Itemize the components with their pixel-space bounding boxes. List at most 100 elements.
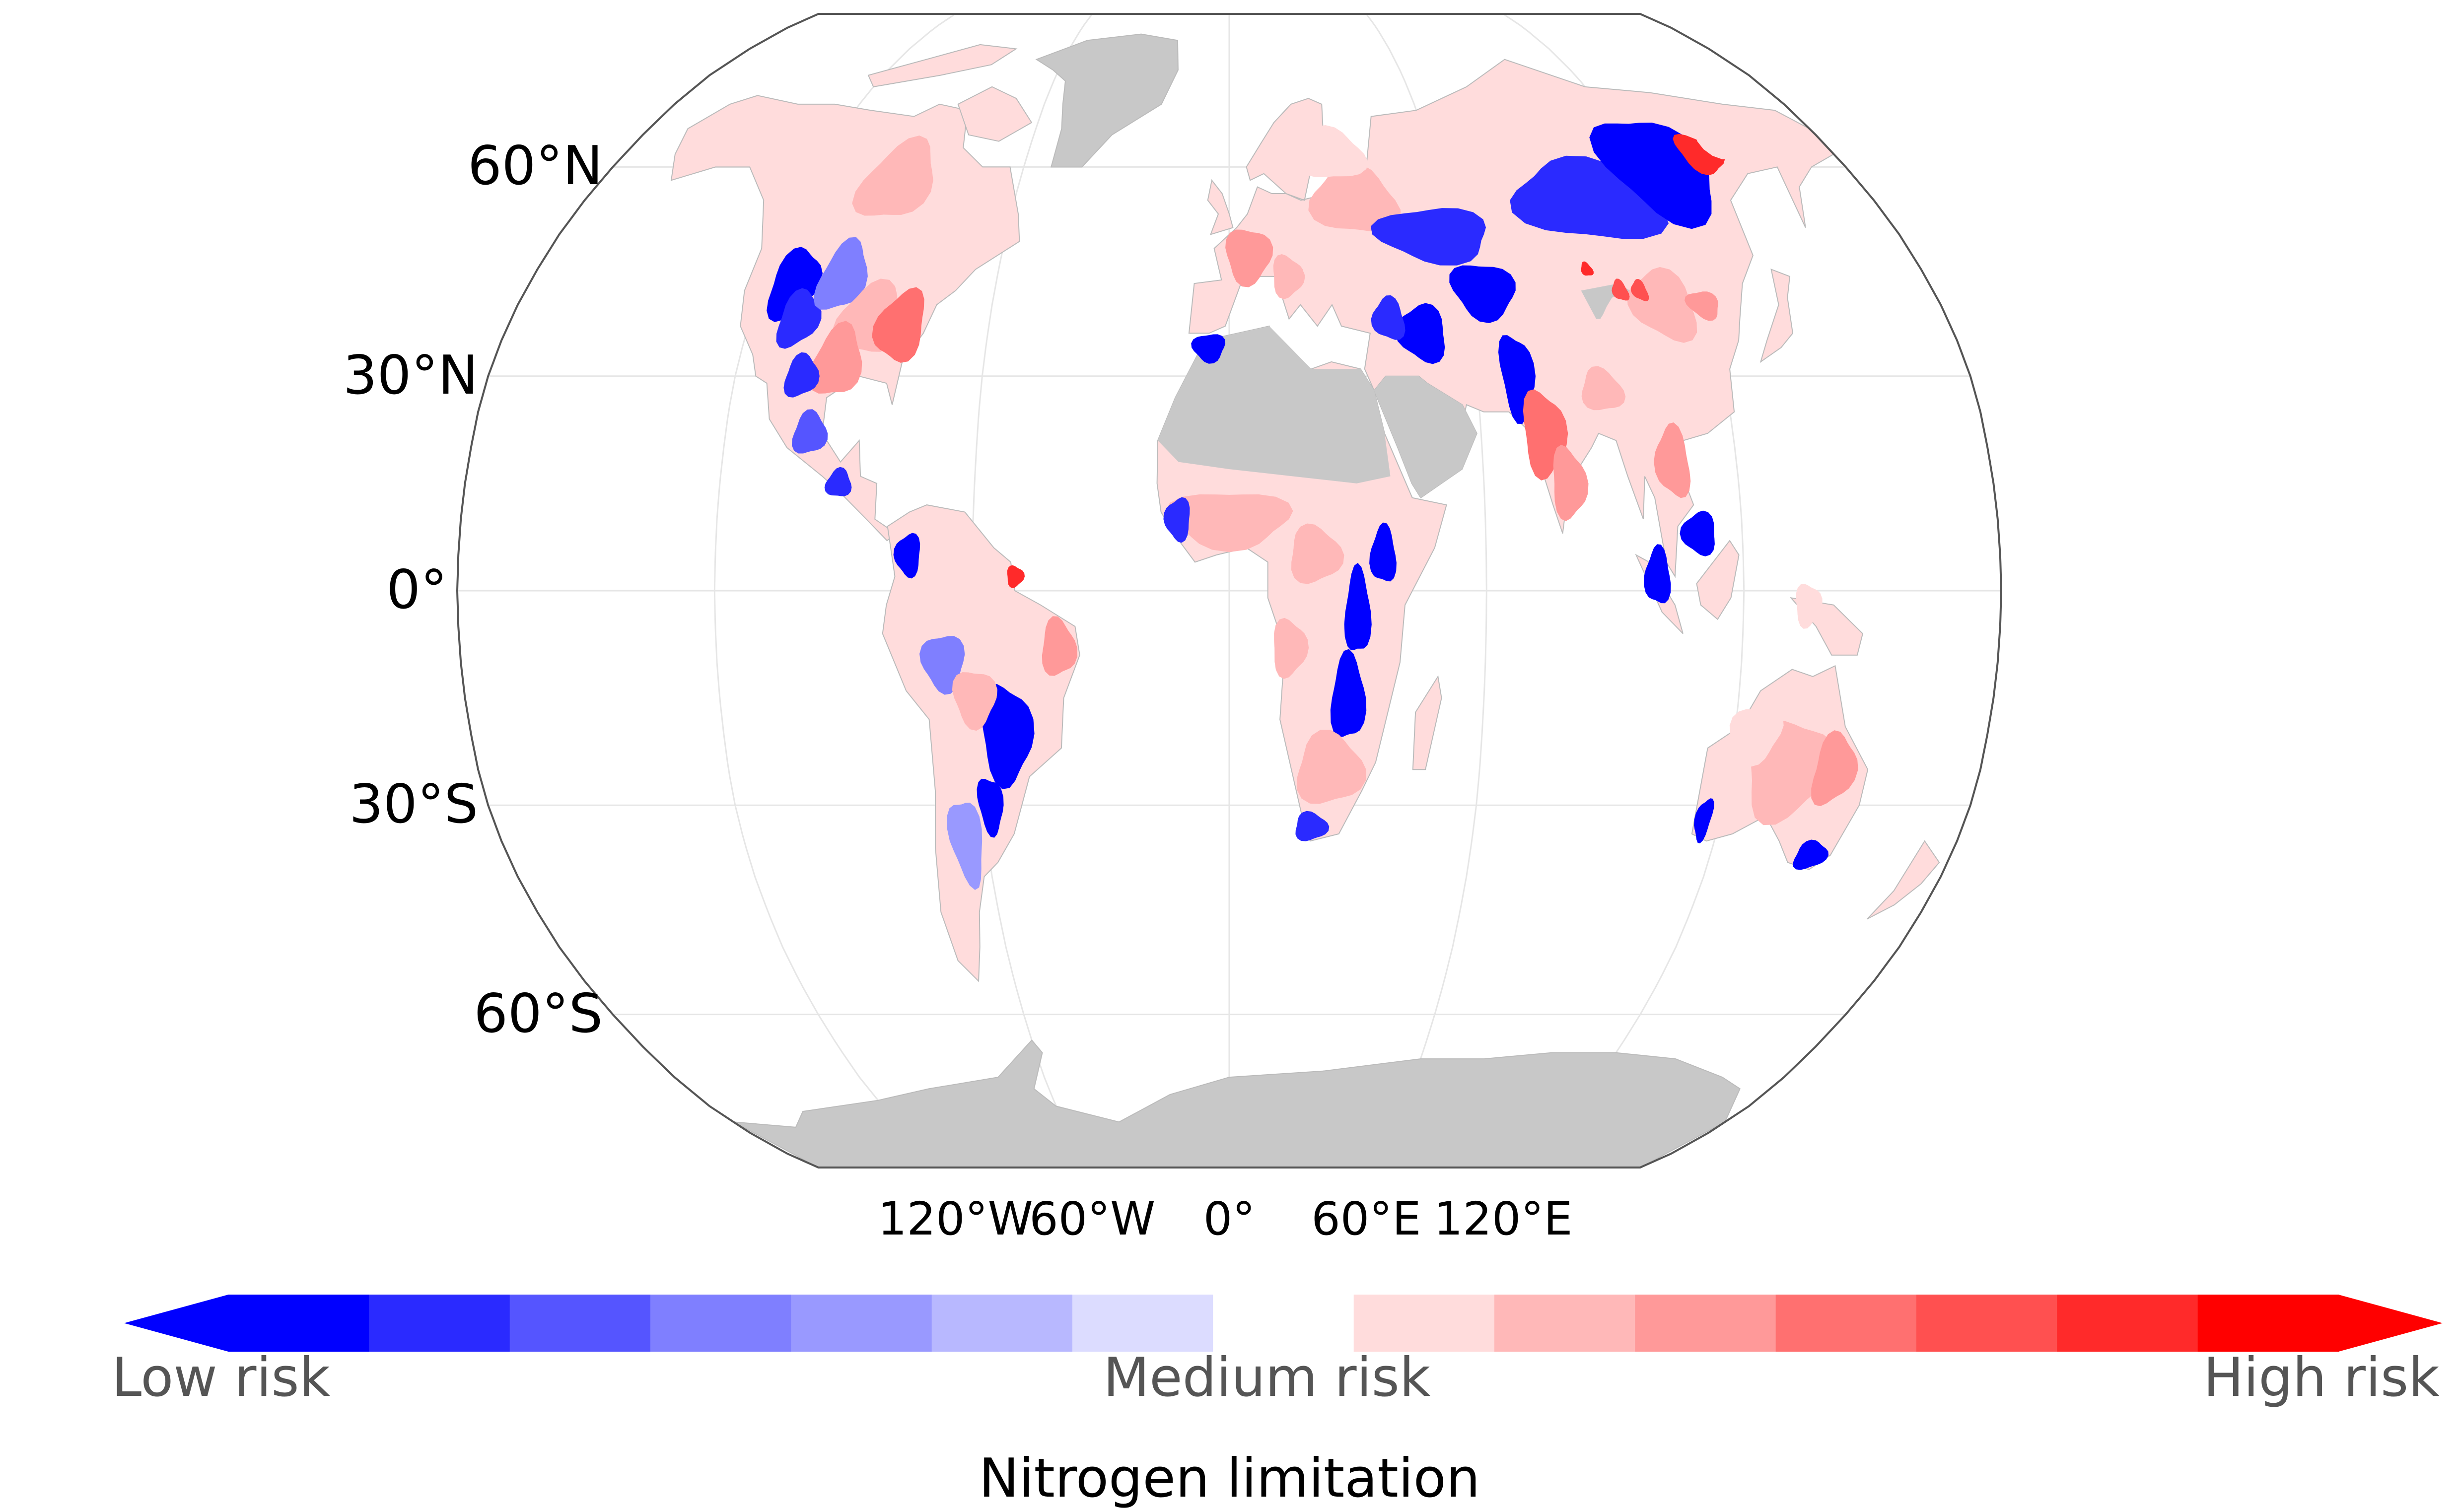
lon-60e-label: 60°E	[1311, 1192, 1421, 1245]
land-arctic-islands	[867, 44, 1018, 88]
land-greenland	[1035, 33, 1179, 168]
risk-region	[1729, 708, 1784, 767]
risk-region	[1007, 565, 1025, 588]
risk-region	[981, 684, 1035, 789]
lon-120w-label: 120°W	[877, 1192, 1033, 1245]
land-baffin	[957, 86, 1033, 142]
risk-region	[824, 467, 852, 496]
risk-region	[1163, 497, 1190, 543]
risk-region	[952, 672, 997, 731]
risk-region	[1165, 494, 1293, 552]
risk-region	[1680, 510, 1715, 556]
colorbar-medium-label: Medium risk	[1103, 1347, 1431, 1409]
lon-120e-label: 120°E	[1433, 1192, 1573, 1245]
lat-0-label: 0°	[386, 559, 447, 621]
risk-region	[1590, 292, 1679, 381]
risk-region	[783, 352, 820, 398]
colorbar-swatch	[1353, 1295, 1495, 1352]
risk-region	[1369, 522, 1397, 582]
land-south-america	[882, 504, 1080, 982]
risk-region	[767, 247, 823, 322]
colorbar-swatch	[1635, 1295, 1776, 1352]
lon-60w-label: 60°W	[1029, 1192, 1156, 1245]
risk-region	[977, 778, 1004, 838]
risk-region	[1793, 839, 1829, 870]
risk-region	[766, 131, 882, 212]
colorbar-swatch	[1775, 1295, 1917, 1352]
risk-region	[893, 533, 920, 579]
lat-30s-label: 30°S	[349, 773, 479, 836]
colorbar-swatch	[1213, 1295, 1354, 1352]
risk-region	[1644, 544, 1671, 604]
risk-region	[1291, 523, 1344, 584]
risk-region	[1811, 730, 1858, 807]
risk-region	[1330, 649, 1367, 737]
colorbar-swatch	[931, 1295, 1073, 1352]
risk-region	[872, 287, 924, 363]
risk-region	[1302, 224, 1350, 282]
risk-region	[1627, 267, 1697, 343]
risk-region	[1001, 617, 1054, 709]
risk-region	[1191, 334, 1226, 364]
colorbar-swatch	[2057, 1295, 2198, 1352]
colorbar-swatch	[509, 1295, 651, 1352]
risk-region	[1796, 584, 1823, 629]
land-nz	[1867, 840, 1940, 920]
map-outline	[456, 13, 2003, 1168]
colorbar-swatch	[650, 1295, 792, 1352]
risk-region	[1344, 562, 1372, 650]
colorbar-swatch	[1916, 1295, 2058, 1352]
risk-region	[1694, 798, 1714, 843]
risk-region	[1685, 291, 1718, 321]
colorbar-high-arrow	[2338, 1295, 2443, 1352]
risk-region	[947, 803, 983, 890]
risk-region	[1673, 134, 1725, 176]
risk-region	[1630, 278, 1649, 301]
risk-region	[1371, 295, 1405, 340]
risk-region	[1581, 261, 1594, 276]
lon-0-label: 0°	[1203, 1192, 1256, 1245]
risk-region	[919, 636, 965, 695]
land-madagascar	[1412, 675, 1442, 770]
colorbar-low-arrow	[124, 1295, 228, 1352]
risk-region	[1225, 229, 1273, 287]
lat-60n-label: 60°N	[467, 135, 603, 198]
risk-region	[1510, 155, 1669, 239]
risk-region	[808, 321, 862, 394]
risk-region	[1673, 340, 1726, 416]
lat-60s-label: 60°S	[474, 982, 603, 1045]
risk-region	[1370, 208, 1486, 266]
risk-region	[1274, 618, 1309, 679]
risk-region	[813, 237, 868, 310]
land-japan	[1759, 269, 1794, 363]
lat-30n-label: 30°N	[343, 344, 479, 407]
colorbar-swatch	[369, 1295, 510, 1352]
colorbar	[124, 1295, 2443, 1352]
colorbar-high-label: High risk	[2203, 1347, 2440, 1409]
risk-region	[1395, 303, 1445, 364]
land-uk	[1207, 179, 1234, 235]
land-indonesia-2	[1696, 540, 1740, 620]
risk-region	[1296, 730, 1366, 804]
risk-region	[776, 288, 822, 349]
risk-region	[1295, 811, 1330, 841]
risk-region	[1449, 265, 1516, 323]
risk-region	[1684, 107, 1755, 160]
no-data-sahara	[1158, 326, 1391, 483]
world-map	[456, 13, 2003, 1168]
colorbar-swatch	[1494, 1295, 1636, 1352]
colorbar-low-label: Low risk	[112, 1347, 331, 1409]
risk-region	[1273, 254, 1305, 299]
colorbar-swatch	[2197, 1295, 2339, 1352]
risk-region	[1042, 616, 1078, 676]
risk-region	[1654, 422, 1691, 498]
colorbar-title: Nitrogen limitation	[979, 1447, 1480, 1510]
land-antarctica	[733, 1039, 1741, 1168]
risk-region	[1553, 444, 1589, 521]
colorbar-swatch	[228, 1295, 370, 1352]
risk-region	[852, 136, 933, 216]
risk-region	[1308, 162, 1401, 232]
colorbar-swatch	[791, 1295, 932, 1352]
risk-region	[1295, 125, 1368, 177]
risk-region	[791, 409, 828, 454]
